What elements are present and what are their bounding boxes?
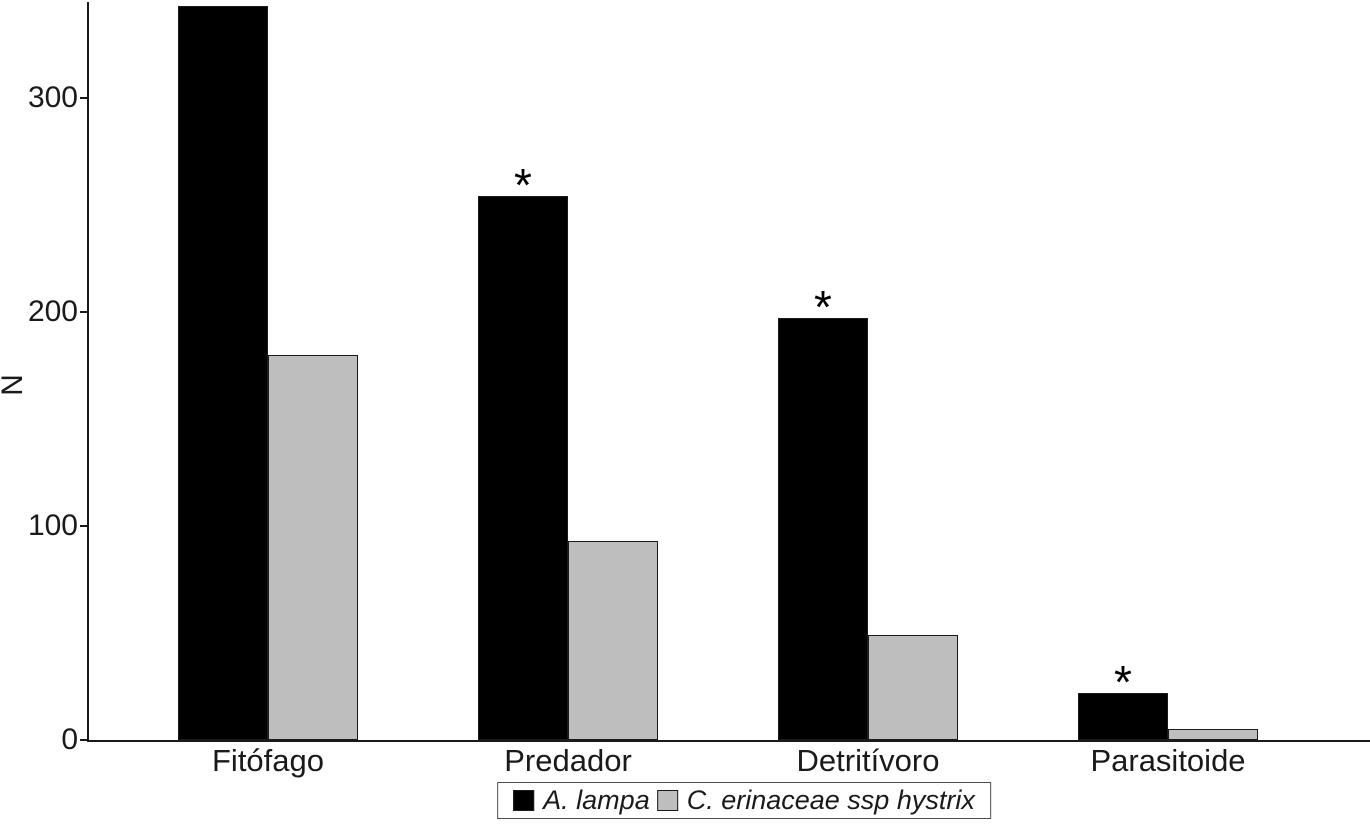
y-tick-mark-0: [80, 739, 88, 741]
category-label-parasitoide: Parasitoide: [1090, 743, 1246, 778]
y-tick-label-100: 100: [27, 509, 78, 542]
y-tick-mark-300: [80, 97, 88, 99]
y-tick-label-300: 300: [27, 81, 78, 114]
significance-asterisk-parasitoide: *: [1114, 656, 1132, 708]
bar-a-lampa-detritivoro: [778, 318, 868, 740]
y-tick-mark-200: [80, 311, 88, 313]
category-label-predador: Predador: [504, 743, 632, 778]
bar-c-erinaceae-ssp-hystrix-parasitoide: [1168, 729, 1258, 740]
legend-label-a-lampa: A. lampa: [543, 785, 650, 815]
significance-asterisk-predador: *: [514, 159, 532, 211]
category-label-detritivoro: Detritívoro: [796, 743, 940, 778]
bar-a-lampa-predador: [478, 196, 568, 740]
y-tick-mark-100: [80, 525, 88, 527]
legend-swatch-c-erinaceae-ssp-hystrix: [656, 790, 678, 811]
bar-c-erinaceae-ssp-hystrix-predador: [568, 541, 658, 740]
x-axis-line: [87, 740, 1370, 742]
significance-asterisk-detritivoro: *: [814, 281, 832, 333]
y-axis-line: [87, 2, 89, 741]
bar-c-erinaceae-ssp-hystrix-detritivoro: [868, 635, 958, 740]
bar-a-lampa-fitofago: [178, 6, 268, 740]
y-axis-title: N: [0, 370, 29, 400]
legend-swatch-a-lampa: [513, 790, 535, 811]
category-label-fitofago: Fitófago: [211, 743, 325, 778]
y-tick-label-200: 200: [27, 295, 78, 328]
legend-label-c-erinaceae-ssp-hystrix: C. erinaceae ssp hystrix: [686, 785, 975, 815]
bar-c-erinaceae-ssp-hystrix-fitofago: [268, 355, 358, 740]
y-tick-label-0: 0: [61, 723, 78, 756]
legend: A. lampa C. erinaceae ssp hystrix: [497, 782, 991, 819]
bar-a-lampa-parasitoide: [1078, 693, 1168, 740]
